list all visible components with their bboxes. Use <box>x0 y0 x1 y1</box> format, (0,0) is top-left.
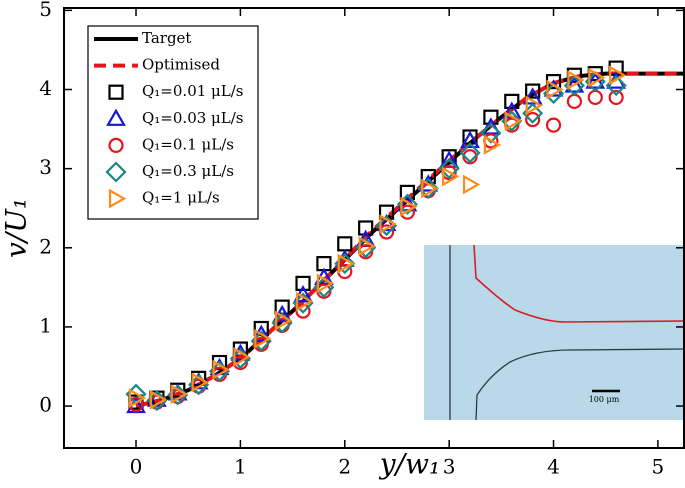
marker-triangle <box>460 130 480 149</box>
marker-triangle-right <box>504 111 522 132</box>
marker-circle <box>608 89 624 106</box>
marker-triangle-right <box>337 253 355 274</box>
marker-diamond <box>438 158 460 180</box>
legend-label: Q₁=0.3 μL/s <box>142 162 234 180</box>
marker-triangle-right <box>149 389 168 410</box>
legend-label: Target <box>142 29 191 47</box>
marker-triangle-right <box>379 214 397 234</box>
marker-square <box>358 220 374 236</box>
marker-triangle-right <box>170 384 188 405</box>
marker-triangle-right <box>275 310 293 331</box>
x-tick-label: 1 <box>234 455 247 479</box>
marker-circle <box>545 117 562 133</box>
y-axis-label: v/U₁ <box>0 198 33 258</box>
y-tick-label: 3 <box>39 155 52 179</box>
marker-triangle-right <box>254 328 272 349</box>
x-tick-label: 2 <box>338 455 351 479</box>
y-tick-label: 2 <box>39 234 52 258</box>
y-tick-label: 0 <box>39 393 52 417</box>
marker-square <box>108 84 124 100</box>
marker-triangle-right <box>442 166 460 187</box>
marker-triangle-right <box>212 359 230 380</box>
x-tick-label: 4 <box>547 455 560 479</box>
marker-triangle-right <box>546 79 564 100</box>
inset-edge-bottom <box>475 348 685 421</box>
marker-triangle-right <box>462 174 481 195</box>
marker-triangle-right <box>295 291 314 312</box>
plot-frame <box>63 7 685 449</box>
x-tick-label: 3 <box>443 455 456 479</box>
marker-triangle-right <box>483 135 502 155</box>
marker-circle <box>587 89 603 106</box>
legend-label: Q₁=1 μL/s <box>142 189 220 207</box>
x-tick-label: 5 <box>652 455 665 479</box>
marker-triangle-right <box>108 188 127 209</box>
legend-label: Q₁=0.01 μL/s <box>142 82 244 100</box>
y-tick-label: 1 <box>39 313 52 337</box>
scale-label: 100 μm <box>589 395 620 404</box>
marker-triangle-right <box>233 347 251 367</box>
legend-label: Q₁=0.03 μL/s <box>142 109 244 127</box>
marker-triangle <box>147 389 167 407</box>
marker-diamond <box>459 142 481 164</box>
marker-circle <box>566 93 583 109</box>
marker-triangle <box>376 213 397 232</box>
x-tick-label: 0 <box>130 455 143 479</box>
marker-square <box>295 275 311 291</box>
y-tick-label: 4 <box>39 76 52 100</box>
marker-triangle <box>251 324 272 342</box>
marker-square <box>441 149 457 165</box>
marker-triangle-right <box>400 196 418 217</box>
marker-diamond <box>105 161 127 183</box>
inset-edge-top <box>473 244 685 323</box>
marker-square <box>525 83 541 99</box>
x-axis-label: y/w₁ <box>378 448 440 481</box>
marker-triangle-right <box>525 95 543 116</box>
legend-label: Optimised <box>142 56 220 74</box>
marker-circle <box>108 137 124 153</box>
marker-triangle-right <box>191 372 209 393</box>
marker-square <box>337 236 353 252</box>
marker-triangle-right <box>316 273 335 294</box>
inset: 100 μm <box>424 244 685 421</box>
marker-triangle-right <box>567 70 585 90</box>
marker-triangle <box>106 108 126 126</box>
marker-triangle-right <box>609 65 627 86</box>
marker-triangle-right <box>358 236 376 257</box>
legend-box <box>87 25 259 220</box>
marker-triangle-right <box>128 388 147 409</box>
y-tick-label: 5 <box>39 0 52 21</box>
marker-square <box>504 93 520 109</box>
legend-label: Q₁=0.1 μL/s <box>142 135 234 153</box>
inset-background <box>424 245 684 420</box>
marker-triangle <box>564 75 585 93</box>
marker-triangle-right <box>588 67 606 88</box>
marker-triangle-right <box>421 178 439 199</box>
marker-circle <box>525 111 541 128</box>
marker-diamond <box>480 122 502 144</box>
marker-square <box>399 184 416 200</box>
